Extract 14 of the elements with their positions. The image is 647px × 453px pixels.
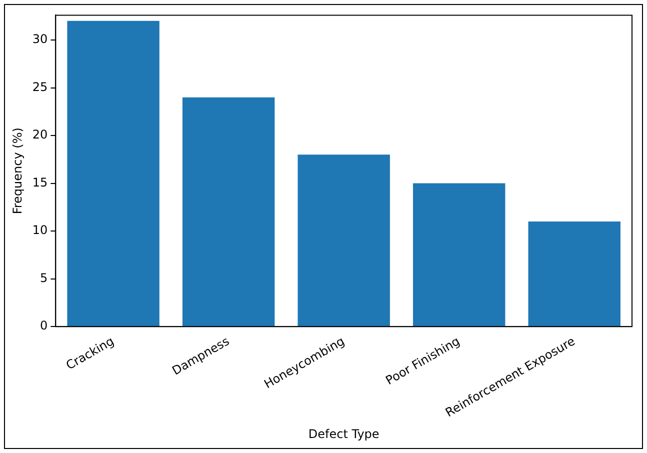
y-tick-label: 30 bbox=[32, 32, 48, 46]
y-axis-title: Frequency (%) bbox=[10, 128, 24, 214]
y-tick-label: 5 bbox=[40, 270, 48, 285]
y-tick-label: 10 bbox=[32, 223, 48, 238]
bar bbox=[182, 97, 275, 326]
bar bbox=[412, 183, 506, 326]
bar bbox=[298, 154, 390, 326]
bar bbox=[67, 20, 160, 326]
y-tick-label: 20 bbox=[32, 128, 48, 142]
y-tick-label: 0 bbox=[40, 318, 48, 333]
x-axis-title: Defect Type bbox=[308, 426, 380, 441]
y-tick-label: 25 bbox=[32, 80, 48, 94]
bar bbox=[528, 222, 620, 326]
y-tick-label: 15 bbox=[32, 175, 48, 190]
